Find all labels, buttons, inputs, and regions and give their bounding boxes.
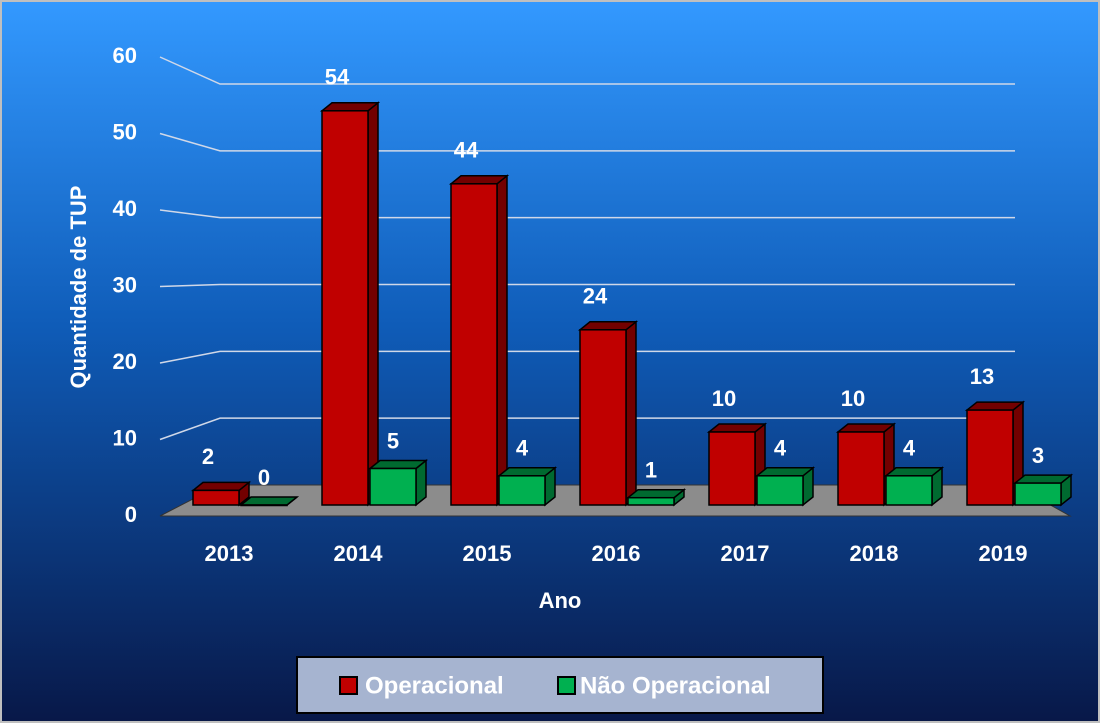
bar-top: [190, 481, 252, 492]
legend-label: Não Operacional: [580, 672, 771, 699]
bar-top: [238, 496, 300, 506]
bar-top: [367, 459, 429, 470]
bar: [367, 458, 429, 507]
bar-top: [835, 423, 897, 433]
bar: [190, 480, 252, 507]
bar-front: [579, 329, 627, 506]
bar-side: [367, 101, 379, 507]
y-axis-label: Quantidade de TUP: [66, 186, 91, 389]
bar-top: [883, 467, 945, 477]
x-tick-label: 2015: [463, 541, 512, 566]
legend-swatch: [339, 676, 358, 695]
bar: [496, 466, 558, 507]
bar-front: [240, 504, 288, 507]
legend-swatch: [557, 676, 576, 695]
data-label: 1: [645, 458, 657, 483]
bar-front: [627, 496, 675, 506]
grid-line: [159, 209, 1015, 219]
data-label: 3: [1032, 443, 1044, 468]
bar-front: [498, 475, 546, 506]
grid-line: [159, 56, 1015, 85]
x-tick-label: 2013: [205, 541, 254, 566]
bar: [883, 466, 945, 507]
x-tick-label: 2017: [721, 541, 770, 566]
grid-line: [159, 132, 1015, 152]
bar-front: [708, 431, 756, 506]
bar-front: [966, 409, 1014, 506]
bar-front: [450, 183, 498, 506]
bar-top: [577, 321, 639, 331]
data-label: 4: [516, 436, 529, 461]
bar-front: [756, 475, 804, 506]
bar: [319, 101, 381, 507]
bar-top: [448, 175, 510, 185]
data-label: 4: [774, 436, 787, 461]
bar: [1012, 473, 1074, 507]
data-label: 4: [903, 436, 916, 461]
data-label: 44: [454, 138, 479, 163]
x-tick-label: 2018: [850, 541, 899, 566]
data-label: 24: [583, 284, 608, 309]
bar-front: [192, 489, 240, 506]
bar: [625, 488, 687, 507]
x-tick-label: 2019: [979, 541, 1028, 566]
bar-top: [625, 488, 687, 499]
bar-front: [837, 431, 885, 506]
bar-top: [496, 467, 558, 477]
bar-side: [625, 320, 637, 507]
bar: [577, 320, 639, 507]
y-tick-label: 40: [113, 196, 137, 221]
data-label: 5: [387, 428, 399, 453]
y-tick-label: 10: [113, 425, 137, 450]
bar-front: [1014, 482, 1062, 506]
bar-top: [706, 423, 768, 433]
y-tick-label: 60: [113, 43, 137, 68]
bar: [754, 466, 816, 507]
y-tick-label: 50: [113, 119, 137, 144]
x-tick-label: 2016: [592, 541, 641, 566]
bar: [448, 174, 510, 507]
grid-line: [159, 350, 1015, 364]
bar-top: [319, 102, 381, 112]
bar-top: [754, 467, 816, 477]
y-tick-label: 20: [113, 349, 137, 374]
data-label: 13: [970, 364, 994, 389]
data-label: 0: [258, 465, 270, 490]
bar-front: [321, 110, 369, 506]
x-axis-label: Ano: [539, 588, 582, 613]
bar-top: [1012, 474, 1074, 484]
bar-side: [496, 174, 508, 507]
grid-line: [159, 283, 1015, 288]
y-tick-label: 30: [113, 272, 137, 297]
data-label: 54: [325, 65, 350, 90]
y-tick-label: 0: [125, 502, 137, 527]
x-tick-label: 2014: [334, 541, 384, 566]
legend-label: Operacional: [365, 672, 504, 699]
bar-front: [369, 467, 417, 506]
bar-top: [964, 401, 1026, 411]
data-label: 10: [712, 386, 736, 411]
bar-front: [885, 475, 933, 506]
grid-line: [159, 417, 1015, 441]
data-label: 2: [202, 444, 214, 469]
bar: [238, 496, 300, 507]
data-label: 10: [841, 386, 865, 411]
